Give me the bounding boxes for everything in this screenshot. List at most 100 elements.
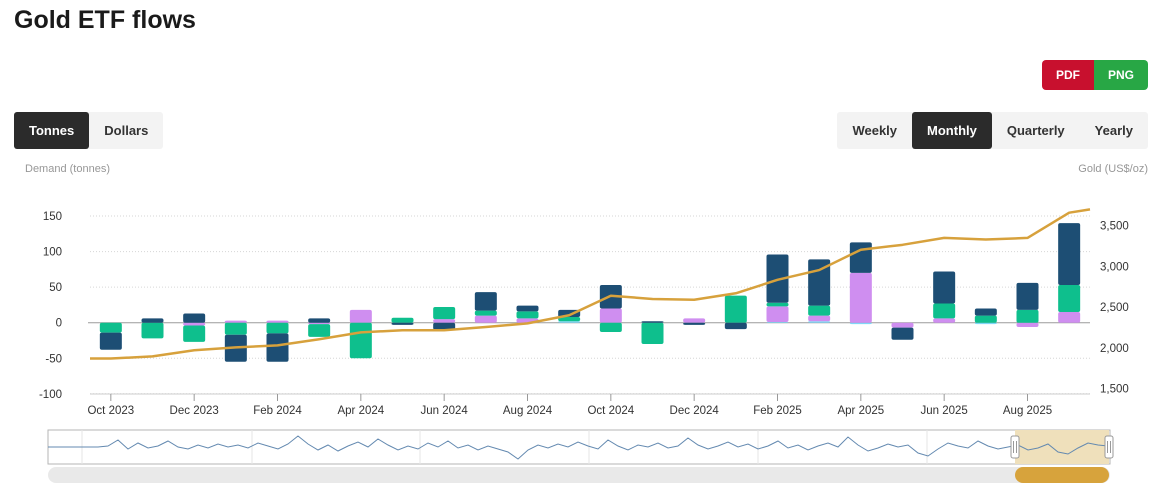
bar-segment-navy[interactable]: [266, 333, 289, 362]
bar-segment-light-blue[interactable]: [558, 321, 581, 323]
bar-segment-navy[interactable]: [516, 305, 539, 312]
bar-segment-navy[interactable]: [683, 322, 706, 325]
bar-segment-green[interactable]: [183, 325, 206, 342]
bar-segment-green[interactable]: [474, 310, 497, 316]
bar-segment-light-blue[interactable]: [849, 322, 872, 325]
bar-segment-purple[interactable]: [766, 306, 789, 322]
bar-segment-purple[interactable]: [433, 319, 456, 323]
x-axis-tick-label: Oct 2024: [587, 405, 634, 417]
bar-segment-green[interactable]: [933, 303, 956, 319]
right-axis-tick-label: 2,000: [1100, 343, 1129, 355]
bar-segment-green[interactable]: [974, 315, 997, 323]
bar-segment-navy[interactable]: [1058, 223, 1081, 286]
bar-segment-green[interactable]: [641, 322, 664, 345]
export-png-button[interactable]: PNG: [1093, 60, 1148, 90]
bar-segment-navy[interactable]: [99, 332, 122, 350]
bar-segment-green[interactable]: [99, 322, 122, 333]
bar-segment-purple[interactable]: [599, 308, 622, 323]
unit-option-tonnes[interactable]: Tonnes: [14, 112, 90, 149]
navigator-selection[interactable]: [1015, 430, 1109, 464]
x-axis-tick-label: Aug 2025: [1003, 405, 1052, 417]
bar-segment-navy[interactable]: [433, 322, 456, 330]
bar-segment-navy[interactable]: [183, 313, 206, 323]
bar-segment-green[interactable]: [808, 305, 831, 316]
bar-segment-green[interactable]: [516, 311, 539, 319]
x-axis-tick-label: Aug 2024: [503, 405, 553, 417]
bar-segment-green[interactable]: [724, 295, 747, 323]
right-axis-title: Gold (US$/oz): [1078, 163, 1148, 175]
bar-segment-purple[interactable]: [849, 272, 872, 323]
bar-segment-purple[interactable]: [349, 309, 372, 323]
period-option-monthly[interactable]: Monthly: [912, 112, 992, 149]
bar-segment-purple[interactable]: [224, 320, 247, 323]
x-axis-tick-label: Oct 2023: [87, 405, 134, 417]
bar-segment-green[interactable]: [141, 322, 164, 339]
unit-option-dollars[interactable]: Dollars: [89, 112, 163, 149]
period-toggle-group: Weekly Monthly Quarterly Yearly: [837, 112, 1148, 149]
navigator-handle-left[interactable]: [1010, 435, 1020, 459]
bar-segment-navy[interactable]: [474, 292, 497, 311]
bar-segment-purple[interactable]: [183, 322, 206, 326]
bar-segment-navy[interactable]: [141, 318, 164, 323]
main-chart[interactable]: 150 100 50 0 -50 -100 3,500 3,000 2,500 2,000 1,50…: [0, 185, 1162, 500]
bar-segment-purple[interactable]: [1016, 322, 1039, 327]
left-axis-tick-label: -50: [45, 353, 62, 365]
right-axis-tick-label: 3,000: [1100, 261, 1129, 273]
bar-segment-purple[interactable]: [683, 318, 706, 323]
bar-segment-navy[interactable]: [933, 271, 956, 304]
navigator-line: [48, 435, 1109, 460]
scrollbar-thumb[interactable]: [1015, 467, 1109, 483]
bar-segment-navy[interactable]: [1016, 282, 1039, 310]
left-axis-title: Demand (tonnes): [25, 163, 110, 175]
bar-segment-navy[interactable]: [974, 308, 997, 316]
bar-segment-light-blue[interactable]: [766, 321, 789, 323]
bar-segment-light-blue[interactable]: [808, 321, 831, 323]
x-axis-tick-label: Apr 2025: [837, 405, 884, 417]
bar-segment-purple[interactable]: [1058, 312, 1081, 323]
bar-segment-purple[interactable]: [891, 322, 914, 328]
bar-segment-green[interactable]: [1016, 309, 1039, 323]
bar-segment-green[interactable]: [224, 322, 247, 335]
bar-segment-green[interactable]: [308, 324, 331, 337]
page-title: Gold ETF flows: [14, 6, 196, 34]
right-axis-tick-label: 3,500: [1100, 221, 1129, 233]
bar-segment-purple[interactable]: [933, 318, 956, 323]
left-axis-tick-label: -100: [39, 389, 62, 401]
bar-segment-purple[interactable]: [808, 315, 831, 322]
bar-segment-green[interactable]: [433, 307, 456, 320]
right-axis-tick-label: 1,500: [1100, 384, 1129, 396]
x-axis-tick-label: Apr 2024: [337, 405, 384, 417]
navigator-outline: [47, 429, 1111, 465]
bar-segment-green[interactable]: [766, 302, 789, 307]
bar-segment-green[interactable]: [266, 322, 289, 334]
period-option-yearly[interactable]: Yearly: [1080, 112, 1148, 149]
x-axis-tick-label: Dec 2024: [670, 405, 720, 417]
left-axis-tick-label: 100: [43, 247, 62, 259]
right-axis-tick-label: 2,500: [1100, 302, 1129, 314]
bar-segment-purple[interactable]: [474, 315, 497, 323]
bar-segment-navy[interactable]: [391, 322, 414, 325]
bar-segment-purple[interactable]: [266, 320, 289, 323]
period-option-quarterly[interactable]: Quarterly: [992, 112, 1080, 149]
bar-segment-green[interactable]: [558, 317, 581, 322]
navigator-handle-right[interactable]: [1104, 435, 1114, 459]
bar-segment-navy[interactable]: [724, 322, 747, 330]
x-axis-tick-label: Feb 2025: [753, 405, 802, 417]
bar-segment-navy[interactable]: [891, 327, 914, 340]
export-pdf-button[interactable]: PDF: [1041, 60, 1094, 90]
bar-segment-green[interactable]: [391, 317, 414, 323]
bar-segment-navy[interactable]: [849, 242, 872, 273]
period-option-weekly[interactable]: Weekly: [837, 112, 912, 149]
scrollbar-track[interactable]: [48, 467, 1110, 483]
bar-segment-green[interactable]: [1058, 285, 1081, 313]
bar-segment-green[interactable]: [349, 322, 372, 359]
bar-segment-navy[interactable]: [308, 318, 331, 323]
left-axis-tick-label: 0: [56, 318, 62, 330]
gold-price-line[interactable]: [90, 208, 1091, 360]
unit-toggle-group: Tonnes Dollars: [14, 112, 164, 149]
bar-segment-light-blue[interactable]: [974, 322, 997, 325]
bar-segment-navy[interactable]: [641, 321, 664, 323]
bar-segment-purple[interactable]: [308, 322, 331, 325]
x-axis-tick-label: Jun 2024: [421, 405, 469, 417]
bar-segment-green[interactable]: [599, 322, 622, 332]
